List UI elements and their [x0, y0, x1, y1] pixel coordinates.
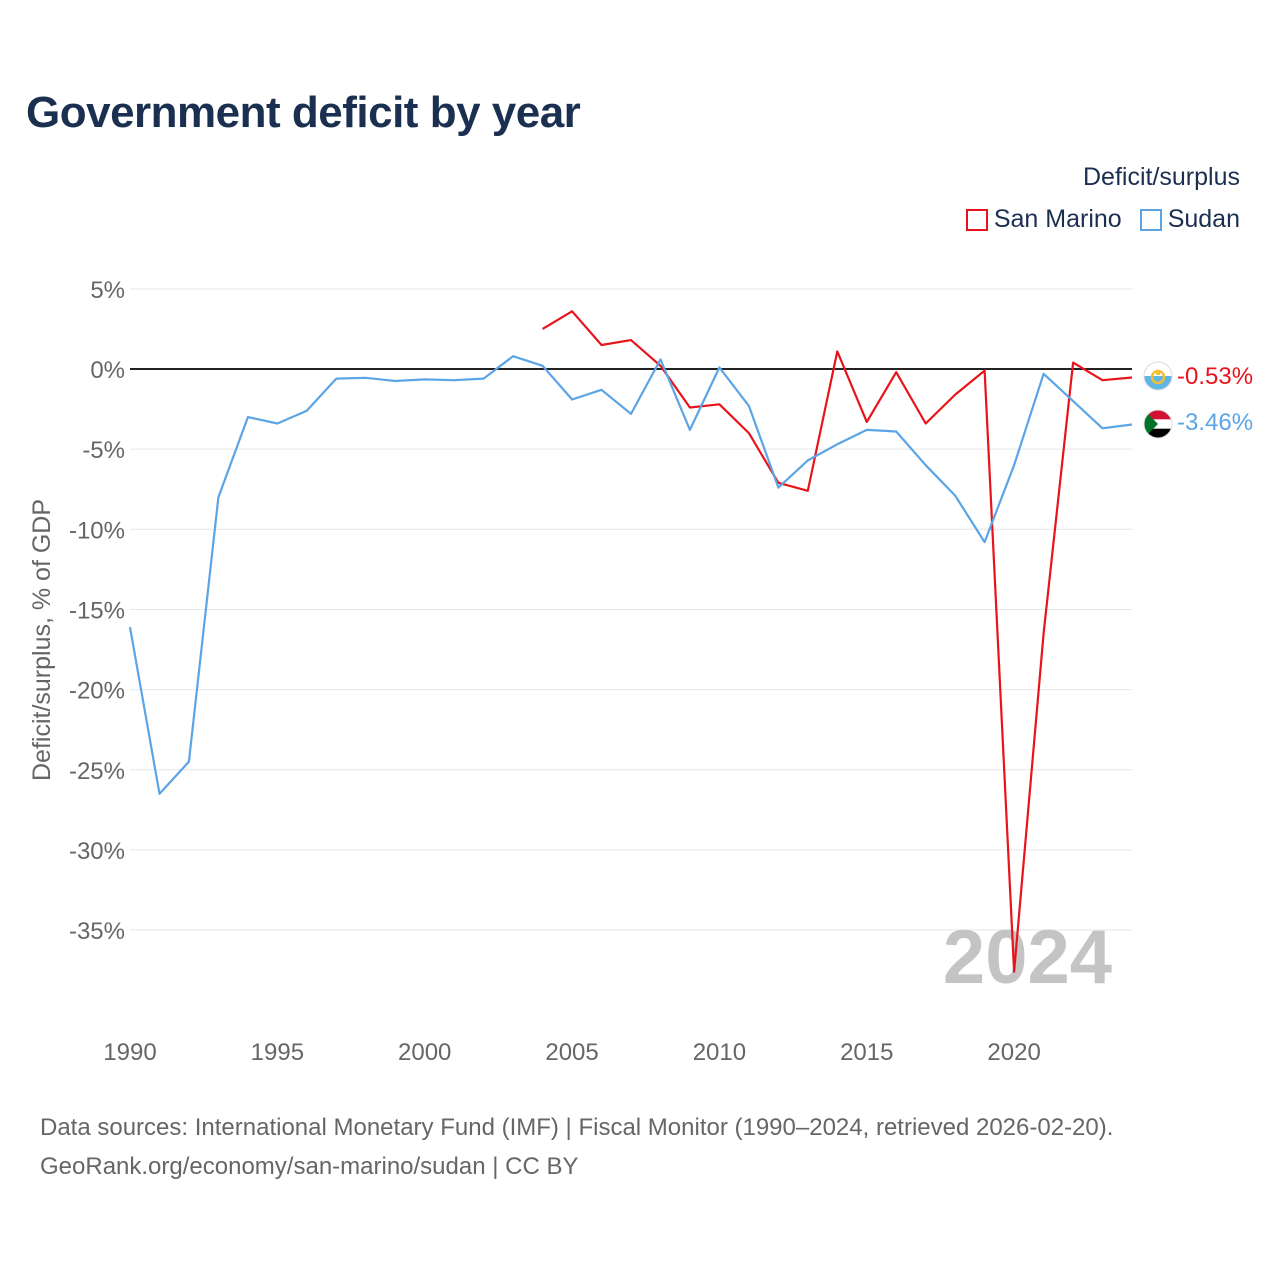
- sudan-flag-icon: [1143, 409, 1173, 439]
- y-axis-label: Deficit/surplus, % of GDP: [28, 499, 56, 781]
- y-tick-label: -35%: [69, 918, 125, 945]
- san-marino-flag-icon: [1143, 361, 1173, 391]
- legend-label-san-marino: San Marino: [993, 205, 1122, 233]
- line-chart: 2024 5% 0% -5% -10% -15% -20% -25% -30% -35% 199…: [28, 277, 1253, 1066]
- legend-title: Deficit/surplus: [1083, 163, 1240, 191]
- sources-line-1: Data sources: International Monetary Fun…: [40, 1114, 1114, 1141]
- data-sources: Data sources: International Monetary Fun…: [40, 1108, 1113, 1186]
- x-tick-label: 2005: [545, 1039, 598, 1066]
- legend-entry-sudan[interactable]: Sudan: [1139, 205, 1240, 234]
- legend: San Marino Sudan: [965, 205, 1240, 234]
- y-axis-ticks: 5% 0% -5% -10% -15% -20% -25% -30% -35%: [69, 277, 125, 945]
- y-tick-label: -20%: [69, 678, 125, 705]
- legend-label-sudan: Sudan: [1167, 205, 1240, 233]
- x-tick-label: 1990: [103, 1039, 156, 1066]
- series-line-san-marino: [542, 310, 1133, 973]
- x-tick-label: 2000: [398, 1039, 451, 1066]
- x-axis-ticks: 1990 1995 2000 2005 2010 2015 2020: [103, 1039, 1041, 1066]
- sources-line-2[interactable]: GeoRank.org/economy/san-marino/sudan | C…: [40, 1153, 579, 1180]
- y-tick-label: 5%: [90, 277, 125, 304]
- legend-swatch-san-marino: [965, 208, 988, 231]
- y-tick-label: -25%: [69, 758, 125, 785]
- chart-title: Government deficit by year: [26, 88, 581, 137]
- y-tick-label: -5%: [82, 437, 125, 464]
- end-label-sudan: -3.46%: [1177, 409, 1253, 436]
- gridlines: [130, 288, 1132, 931]
- y-tick-label: -15%: [69, 597, 125, 624]
- end-label-san-marino: -0.53%: [1177, 363, 1253, 390]
- legend-swatch-sudan: [1139, 208, 1162, 231]
- legend-entry-san-marino[interactable]: San Marino: [965, 205, 1122, 234]
- series-line-sudan: [128, 355, 1133, 795]
- series-lines: [128, 310, 1133, 973]
- y-tick-label: -30%: [69, 838, 125, 865]
- x-tick-label: 1995: [251, 1039, 304, 1066]
- year-watermark: 2024: [943, 915, 1112, 1000]
- x-tick-label: 2020: [987, 1039, 1040, 1066]
- x-tick-label: 2015: [840, 1039, 893, 1066]
- y-tick-label: 0%: [90, 357, 125, 384]
- y-tick-label: -10%: [69, 517, 125, 544]
- x-tick-label: 2010: [693, 1039, 746, 1066]
